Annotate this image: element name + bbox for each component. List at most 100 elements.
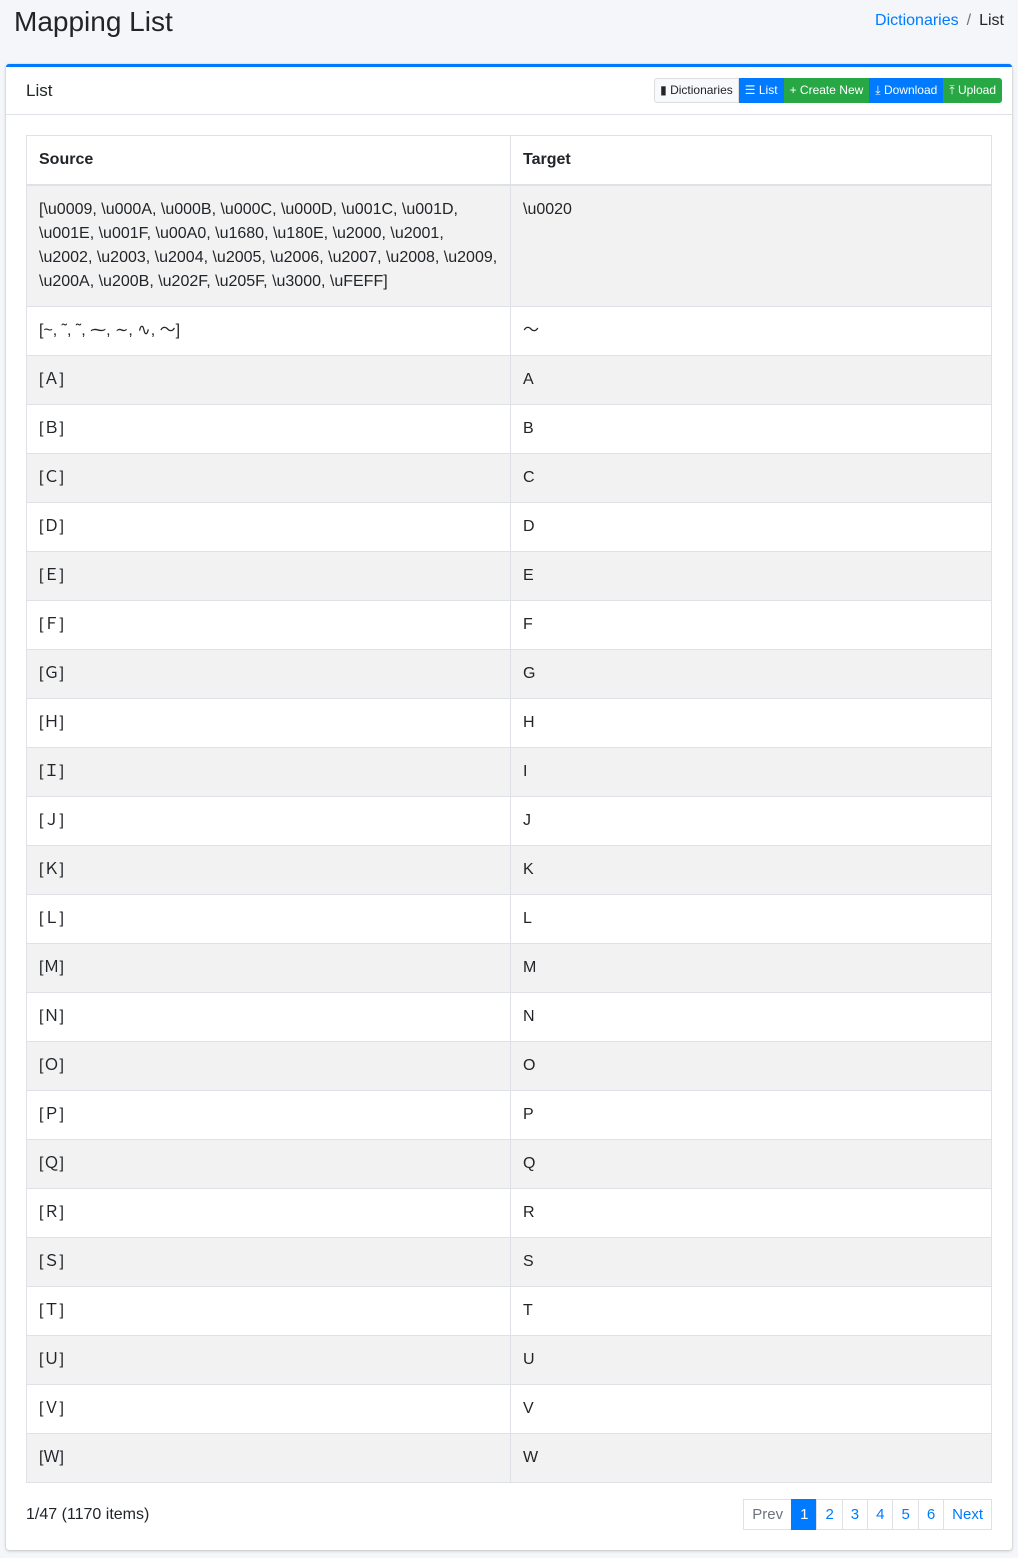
- page-button-1[interactable]: 1: [791, 1499, 818, 1530]
- download-icon: ⤓: [875, 83, 881, 97]
- list-icon: ☰: [744, 83, 756, 97]
- target-cell: B: [510, 404, 992, 454]
- source-cell: [Ｖ]: [26, 1384, 511, 1434]
- breadcrumb-dictionaries[interactable]: Dictionaries: [875, 12, 959, 29]
- source-cell: [Ｐ]: [26, 1090, 511, 1140]
- target-cell: Q: [510, 1139, 992, 1189]
- target-cell: H: [510, 698, 992, 748]
- target-cell: U: [510, 1335, 992, 1385]
- source-cell: [Ｆ]: [26, 600, 511, 650]
- page-button-4[interactable]: 4: [867, 1499, 894, 1530]
- target-cell: A: [510, 355, 992, 405]
- card-title: List: [26, 80, 53, 100]
- source-cell: [Ｈ]: [26, 698, 511, 748]
- source-cell: [Ｑ]: [26, 1139, 511, 1189]
- table-row: [Ｉ] I: [26, 747, 992, 797]
- button-label: Upload: [957, 83, 996, 97]
- source-cell: [Ｃ]: [26, 453, 511, 503]
- source-cell: [Ｄ]: [26, 502, 511, 552]
- table-row: [~, ˜, ˜, ⁓, ∼, ∿, 〜] 〜: [26, 306, 992, 356]
- breadcrumb-current: List: [979, 12, 1004, 29]
- target-cell: L: [510, 894, 992, 944]
- source-cell: [Ｉ]: [26, 747, 511, 797]
- table-row: [Ｊ] J: [26, 796, 992, 846]
- upload-button[interactable]: ⤒ Upload: [943, 78, 1002, 103]
- upload-icon: ⤒: [949, 83, 955, 97]
- table-row: [Ｍ] M: [26, 943, 992, 993]
- source-cell: [Ｍ]: [26, 943, 511, 993]
- table-row: [Ｎ] N: [26, 992, 992, 1042]
- button-label: Download: [883, 83, 938, 97]
- table-row: [Ｄ] D: [26, 502, 992, 552]
- next-page-button[interactable]: Next: [943, 1499, 992, 1530]
- table-row: [Ｔ] T: [26, 1286, 992, 1336]
- source-cell: [Ｕ]: [26, 1335, 511, 1385]
- page-button-6[interactable]: 6: [917, 1499, 945, 1530]
- source-cell: [Ｒ]: [26, 1188, 511, 1238]
- table-row: [Ｌ] L: [26, 894, 992, 944]
- table-row: [\u0009, \u000A, \u000B, \u000C, \u000D,…: [26, 184, 992, 307]
- source-cell: [Ｅ]: [26, 551, 511, 601]
- source-cell: [Ｏ]: [26, 1041, 511, 1091]
- target-cell: V: [510, 1384, 992, 1434]
- prev-page-button[interactable]: Prev: [743, 1499, 793, 1530]
- breadcrumb-separator: /: [966, 12, 972, 29]
- mapping-table: Source Target [\u0009, \u000A, \u000B, \…: [26, 135, 992, 1483]
- table-row: [Ｒ] R: [26, 1188, 992, 1238]
- target-cell: D: [510, 502, 992, 552]
- table-footer: 1/47 (1170 items) Prev 1 2 3 4 5 6 Next: [26, 1499, 992, 1530]
- target-cell: I: [510, 747, 992, 797]
- page-button-3[interactable]: 3: [841, 1499, 869, 1530]
- target-cell: S: [510, 1237, 992, 1287]
- table-row: [Ｗ] W: [26, 1433, 992, 1483]
- source-cell: [Ｗ]: [26, 1433, 511, 1483]
- source-cell: [Ｊ]: [26, 796, 511, 846]
- target-cell: F: [510, 600, 992, 650]
- dictionaries-button[interactable]: ▮ Dictionaries: [654, 78, 739, 103]
- source-cell: [Ｇ]: [26, 649, 511, 699]
- table-row: [Ｅ] E: [26, 551, 992, 601]
- source-cell: [Ｓ]: [26, 1237, 511, 1287]
- button-label: List: [758, 83, 778, 97]
- page-button-5[interactable]: 5: [892, 1499, 919, 1530]
- source-cell: [Ｋ]: [26, 845, 511, 895]
- table-row: [Ｇ] G: [26, 649, 992, 699]
- column-header-target: Target: [510, 135, 992, 186]
- page-title: Mapping List: [14, 6, 173, 37]
- download-button[interactable]: ⤓ Download: [869, 78, 944, 103]
- table-row: [Ｓ] S: [26, 1237, 992, 1287]
- target-cell: N: [510, 992, 992, 1042]
- target-cell: P: [510, 1090, 992, 1140]
- book-icon: ▮: [660, 83, 667, 97]
- target-cell: O: [510, 1041, 992, 1091]
- target-cell: G: [510, 649, 992, 699]
- target-cell: \u0020: [510, 184, 992, 307]
- list-button[interactable]: ☰ List: [738, 78, 784, 103]
- button-label: Create New: [799, 83, 864, 97]
- table-row: [Ｆ] F: [26, 600, 992, 650]
- page-button-2[interactable]: 2: [816, 1499, 843, 1530]
- target-cell: J: [510, 796, 992, 846]
- source-cell: [Ａ]: [26, 355, 511, 405]
- target-cell: T: [510, 1286, 992, 1336]
- target-cell: M: [510, 943, 992, 993]
- table-row: [Ｐ] P: [26, 1090, 992, 1140]
- create-new-button[interactable]: + Create New: [783, 78, 870, 103]
- source-cell: [\u0009, \u000A, \u000B, \u000C, \u000D,…: [26, 184, 511, 307]
- source-cell: [~, ˜, ˜, ⁓, ∼, ∿, 〜]: [26, 306, 511, 356]
- list-card: List ▮ Dictionaries ☰ List + Create New …: [6, 64, 1012, 1550]
- table-header-row: Source Target: [26, 135, 992, 186]
- target-cell: R: [510, 1188, 992, 1238]
- target-cell: W: [510, 1433, 992, 1483]
- source-cell: [Ｎ]: [26, 992, 511, 1042]
- card-header: List ▮ Dictionaries ☰ List + Create New …: [6, 67, 1012, 115]
- table-row: [Ｖ] V: [26, 1384, 992, 1434]
- page-header: Mapping List Dictionaries / List: [0, 0, 1018, 64]
- table-row: [Ｑ] Q: [26, 1139, 992, 1189]
- breadcrumb: Dictionaries / List: [875, 12, 1004, 64]
- table-row: [Ｋ] K: [26, 845, 992, 895]
- table-row: [Ｃ] C: [26, 453, 992, 503]
- source-cell: [Ｂ]: [26, 404, 511, 454]
- item-summary: 1/47 (1170 items): [26, 1505, 150, 1523]
- card-body: Source Target [\u0009, \u000A, \u000B, \…: [6, 115, 1012, 1550]
